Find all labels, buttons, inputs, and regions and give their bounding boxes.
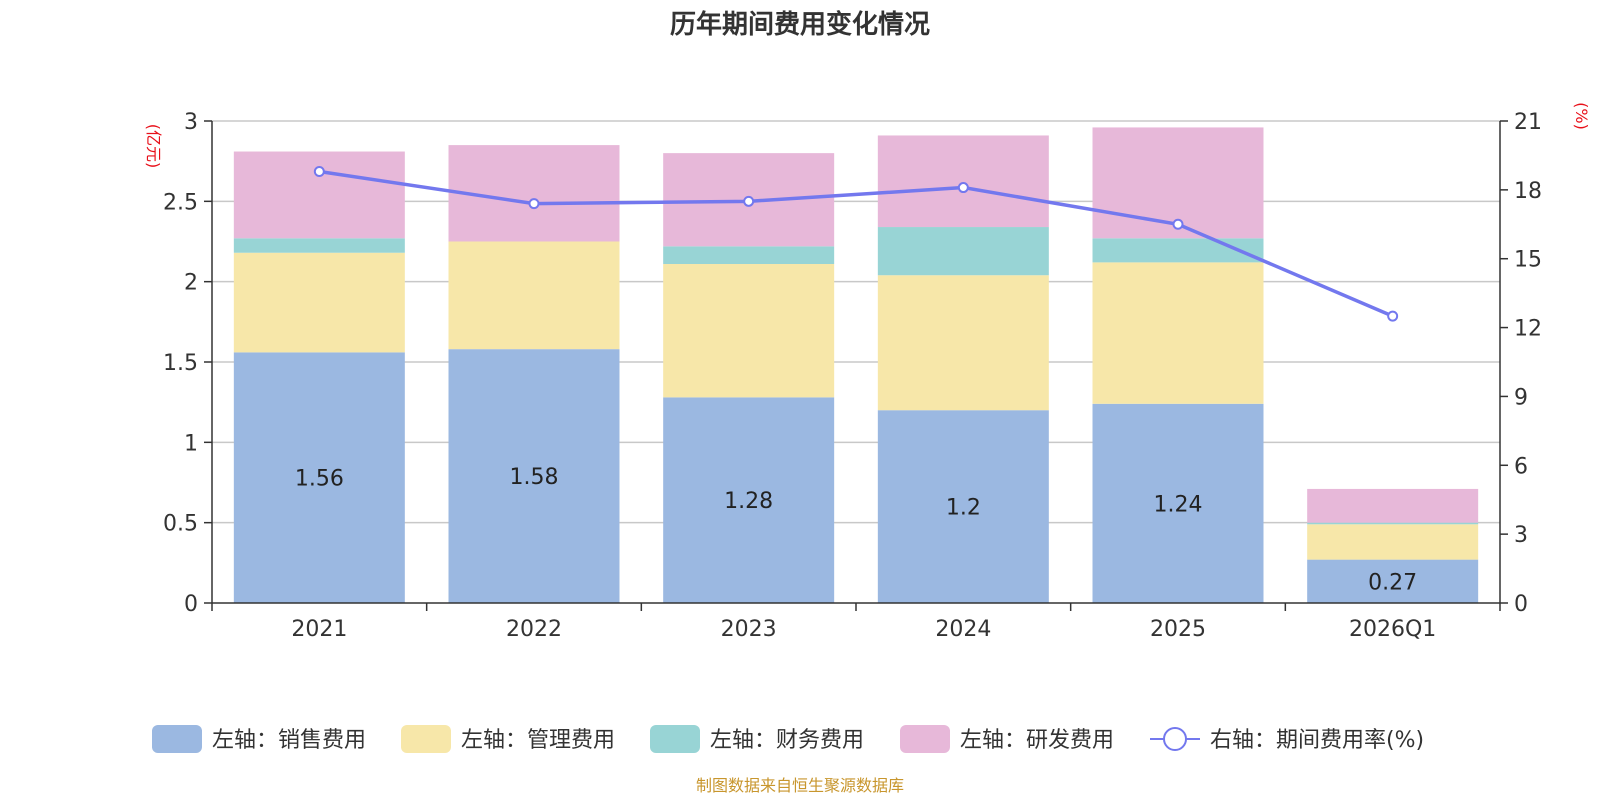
right-axis-tick-label: 21 <box>1514 110 1542 135</box>
right-axis-tick-label: 18 <box>1514 179 1542 204</box>
bar-segment <box>663 397 835 603</box>
right-axis-tick-label: 0 <box>1514 592 1528 617</box>
x-axis-tick-label: 2024 <box>935 617 991 642</box>
bar-data-label: 1.58 <box>510 465 559 490</box>
bar-data-label: 0.27 <box>1368 570 1417 595</box>
right-axis-tick-label: 12 <box>1514 317 1542 342</box>
left-axis-unit: (亿元) <box>144 124 163 169</box>
bars-group: 1.56 1.58 1.28 1.2 1.24 0.27 <box>233 127 1479 603</box>
source-note: 制图数据来自恒生聚源数据库 <box>696 776 904 795</box>
legend-label: 左轴：管理费用 <box>461 728 615 753</box>
right-axis-tick-label: 9 <box>1514 385 1528 410</box>
gridlines <box>212 120 1500 524</box>
axes-group: 0 0.5 1 1.5 2 2.5 3 0 3 6 9 12 15 18 21 2021 2022 2023 202… <box>163 110 1542 642</box>
legend-swatch <box>152 725 202 753</box>
bar-segment <box>877 275 1049 411</box>
bar-data-label: 1.56 <box>295 467 344 492</box>
line-point <box>528 198 540 210</box>
left-axis-tick-label: 0.5 <box>163 512 198 537</box>
x-axis-tick-label: 2022 <box>506 617 562 642</box>
x-axis-tick-label: 2025 <box>1150 617 1206 642</box>
line-point <box>1387 310 1399 322</box>
legend-label: 左轴：财务费用 <box>710 728 864 753</box>
legend-swatch <box>401 725 451 753</box>
legend: 左轴：销售费用 左轴：管理费用 左轴：财务费用 左轴：研发费用 右轴：期间费用率(%) <box>152 725 1424 753</box>
legend-label: 右轴：期间费用率(%) <box>1210 728 1424 753</box>
bar-segment <box>877 227 1049 276</box>
legend-swatch <box>900 725 950 753</box>
right-axis-unit: (%) <box>1572 102 1591 130</box>
legend-label: 左轴：销售费用 <box>212 728 366 753</box>
line-point <box>313 165 325 177</box>
chart-title: 历年期间费用变化情况 <box>670 9 930 40</box>
bar-segment <box>1307 524 1479 560</box>
line-point <box>743 195 755 207</box>
legend-swatch <box>650 725 700 753</box>
bar-segment <box>1307 488 1479 523</box>
left-axis-tick-label: 2 <box>184 271 198 296</box>
bar-segment <box>233 352 405 603</box>
x-axis-tick-label: 2026Q1 <box>1349 617 1436 642</box>
bar-segment <box>448 349 620 603</box>
left-axis-tick-label: 3 <box>184 110 198 135</box>
left-axis-tick-label: 1 <box>184 431 198 456</box>
bar-segment <box>448 145 620 242</box>
bar-segment <box>1092 262 1264 404</box>
right-axis-tick-label: 6 <box>1514 454 1528 479</box>
bar-segment <box>1307 559 1479 603</box>
bar-data-label: 1.2 <box>946 496 981 521</box>
x-axis-tick-label: 2021 <box>291 617 347 642</box>
line-point <box>957 182 969 194</box>
line-point <box>1172 218 1184 230</box>
bar-segment <box>877 135 1049 228</box>
legend-swatch-marker <box>1163 727 1187 751</box>
bar-segment <box>233 151 405 239</box>
bar-segment <box>663 246 835 264</box>
left-axis-tick-label: 1.5 <box>163 351 198 376</box>
bar-data-label: 1.28 <box>724 489 773 514</box>
left-axis-tick-label: 0 <box>184 592 198 617</box>
right-axis-tick-label: 3 <box>1514 523 1528 548</box>
bar-segment <box>448 241 620 350</box>
left-axis-tick-label: 2.5 <box>163 190 198 215</box>
bar-segment <box>1307 522 1479 525</box>
line-series-group <box>313 165 1399 322</box>
x-axis-tick-label: 2023 <box>721 617 777 642</box>
line-series-path <box>319 169 1394 318</box>
bar-segment <box>233 238 405 253</box>
bar-segment <box>877 410 1049 603</box>
legend-label: 左轴：研发费用 <box>960 728 1114 753</box>
bar-data-label: 1.24 <box>1154 492 1203 517</box>
right-axis-tick-label: 15 <box>1514 248 1542 273</box>
bar-segment <box>663 263 835 398</box>
bar-segment <box>1092 403 1264 603</box>
bar-segment <box>233 252 405 353</box>
